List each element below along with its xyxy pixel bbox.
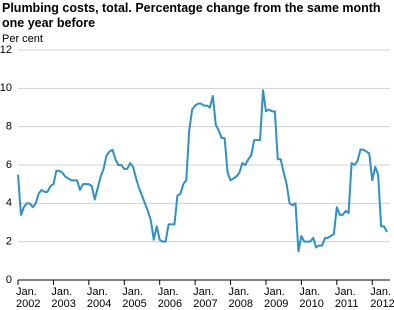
x-tick-label: Jan. 2011 [334,286,359,310]
y-tick-label: 0 [6,274,12,286]
y-tick-label: 10 [0,82,12,94]
x-tick-label: Jan. 2004 [86,286,112,310]
x-tick-label: Jan. 2005 [122,286,147,310]
y-tick-label: 12 [0,44,12,56]
x-tick-label: Jan. 2012 [370,286,394,310]
x-tick-label: Jan. 2003 [51,286,76,310]
x-tick-label: Jan. 2010 [299,286,324,310]
x-tick-label: Jan. 2008 [228,286,254,310]
line-series [17,89,388,253]
y-tick-label: 6 [6,159,12,171]
y-tick-label: 2 [6,236,12,248]
y-tick-label: 8 [6,121,12,133]
x-tick-label: Jan. 2007 [193,286,218,310]
x-tick-label: Jan. 2009 [263,286,289,310]
x-tick-label: Jan. 2002 [16,286,41,310]
x-tick-label: Jan. 2006 [157,286,183,310]
chart-title: Plumbing costs, total. Percentage change… [2,1,381,30]
y-tick-label: 4 [6,197,12,209]
y-axis-label: Per cent [2,33,43,45]
